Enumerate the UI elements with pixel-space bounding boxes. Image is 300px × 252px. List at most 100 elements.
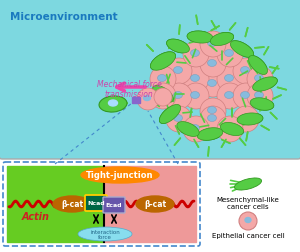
Ellipse shape [241, 67, 250, 74]
Bar [132, 98, 140, 104]
Ellipse shape [190, 50, 200, 57]
Polygon shape [220, 123, 244, 136]
Circle shape [183, 67, 209, 93]
Bar [7, 166, 104, 242]
Polygon shape [187, 32, 213, 44]
Circle shape [217, 84, 243, 110]
Circle shape [150, 67, 176, 93]
Text: β-cat: β-cat [144, 200, 166, 209]
Ellipse shape [190, 125, 200, 132]
Polygon shape [253, 78, 278, 92]
Circle shape [166, 107, 192, 133]
Ellipse shape [254, 75, 263, 82]
Circle shape [233, 107, 259, 133]
Polygon shape [230, 42, 254, 58]
Polygon shape [159, 105, 181, 124]
Ellipse shape [234, 178, 262, 190]
Ellipse shape [224, 50, 233, 57]
Circle shape [166, 59, 192, 85]
Polygon shape [220, 123, 244, 136]
Ellipse shape [241, 115, 250, 122]
Polygon shape [159, 105, 181, 124]
Circle shape [247, 84, 273, 110]
Polygon shape [187, 32, 213, 44]
Polygon shape [210, 33, 234, 46]
Circle shape [200, 107, 226, 133]
Ellipse shape [208, 60, 217, 67]
Polygon shape [153, 86, 173, 103]
Circle shape [217, 116, 243, 142]
Polygon shape [150, 53, 176, 71]
Ellipse shape [136, 196, 174, 212]
Circle shape [137, 89, 159, 111]
Ellipse shape [81, 167, 159, 183]
Text: Microenvironment: Microenvironment [10, 12, 118, 22]
Ellipse shape [208, 107, 217, 114]
Ellipse shape [224, 125, 233, 132]
Text: β-cat: β-cat [61, 200, 83, 209]
Circle shape [217, 67, 243, 93]
Circle shape [217, 42, 243, 68]
Ellipse shape [143, 96, 151, 101]
FancyBboxPatch shape [0, 0, 300, 159]
Ellipse shape [224, 75, 233, 82]
Bar [104, 166, 196, 242]
Ellipse shape [208, 115, 217, 122]
Circle shape [233, 84, 259, 110]
Ellipse shape [254, 92, 263, 99]
Ellipse shape [208, 40, 217, 47]
Polygon shape [177, 122, 199, 137]
Ellipse shape [78, 227, 132, 241]
Polygon shape [150, 53, 176, 71]
Circle shape [233, 59, 259, 85]
Polygon shape [197, 128, 223, 141]
Ellipse shape [190, 75, 200, 82]
FancyBboxPatch shape [85, 195, 107, 211]
Circle shape [200, 32, 226, 58]
Circle shape [200, 72, 226, 98]
FancyBboxPatch shape [103, 197, 125, 213]
Polygon shape [197, 128, 223, 141]
Polygon shape [250, 98, 274, 111]
Polygon shape [237, 113, 263, 125]
Circle shape [183, 42, 209, 68]
Text: Ecad: Ecad [106, 203, 122, 208]
Ellipse shape [109, 101, 118, 107]
Circle shape [150, 84, 176, 110]
Circle shape [200, 52, 226, 78]
Text: Mechanical force
transmission: Mechanical force transmission [97, 80, 161, 99]
Ellipse shape [224, 92, 233, 99]
Polygon shape [177, 122, 199, 137]
Ellipse shape [158, 92, 166, 99]
Text: Ncad: Ncad [87, 201, 105, 206]
Polygon shape [153, 86, 173, 103]
Circle shape [239, 212, 257, 230]
Ellipse shape [158, 75, 166, 82]
Ellipse shape [53, 196, 91, 212]
Ellipse shape [208, 80, 217, 87]
Polygon shape [230, 42, 254, 58]
Polygon shape [248, 56, 268, 75]
Polygon shape [167, 40, 190, 54]
Circle shape [166, 84, 192, 110]
Text: interaction
force: interaction force [90, 229, 120, 239]
Circle shape [247, 67, 273, 93]
Ellipse shape [245, 218, 251, 223]
Ellipse shape [190, 92, 200, 99]
Ellipse shape [173, 67, 182, 74]
Circle shape [200, 99, 226, 124]
Text: Epithelial cancer cell: Epithelial cancer cell [212, 232, 284, 238]
Ellipse shape [99, 97, 127, 113]
Text: Mesenchymal-like
cancer cells: Mesenchymal-like cancer cells [217, 196, 279, 209]
Polygon shape [248, 56, 268, 75]
Circle shape [183, 116, 209, 142]
Circle shape [183, 84, 209, 110]
Polygon shape [167, 40, 190, 54]
Ellipse shape [173, 92, 182, 99]
Polygon shape [250, 98, 274, 111]
Polygon shape [210, 33, 234, 46]
Circle shape [154, 89, 172, 107]
Ellipse shape [173, 115, 182, 122]
Text: Actin: Actin [22, 211, 50, 221]
Text: Tight-junction: Tight-junction [86, 171, 154, 180]
